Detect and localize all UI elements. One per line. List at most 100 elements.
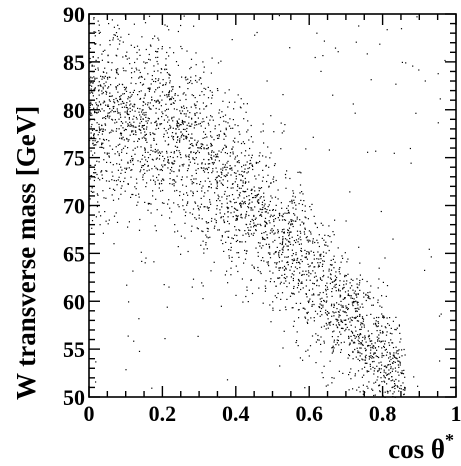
scatter-point xyxy=(296,262,298,264)
scatter-point xyxy=(89,62,91,64)
scatter-point xyxy=(167,94,169,96)
scatter-point xyxy=(287,264,289,266)
scatter-point xyxy=(369,356,371,358)
scatter-point xyxy=(347,318,350,320)
scatter-point xyxy=(279,215,281,217)
scatter-point xyxy=(108,76,110,78)
scatter-point xyxy=(383,315,385,317)
scatter-point xyxy=(275,266,277,268)
scatter-point xyxy=(245,215,247,217)
scatter-point xyxy=(291,219,293,221)
scatter-point xyxy=(124,177,126,179)
scatter-point xyxy=(144,147,146,149)
scatter-point xyxy=(224,190,226,193)
scatter-point xyxy=(255,225,257,227)
scatter-point xyxy=(173,151,175,153)
scatter-point xyxy=(161,91,164,93)
scatter-point xyxy=(345,319,347,321)
scatter-point xyxy=(124,111,126,113)
scatter-point xyxy=(179,152,181,154)
scatter-point xyxy=(117,73,119,75)
scatter-point xyxy=(352,350,354,353)
scatter-point xyxy=(195,104,197,106)
scatter-point xyxy=(129,97,131,99)
scatter-point xyxy=(144,137,146,139)
scatter-point xyxy=(348,294,350,296)
scatter-point xyxy=(103,71,105,73)
scatter-point xyxy=(162,166,164,168)
scatter-point xyxy=(207,152,210,154)
scatter-point xyxy=(346,280,348,282)
scatter-point xyxy=(115,180,117,182)
scatter-point xyxy=(350,297,352,299)
scatter-point xyxy=(282,239,284,241)
scatter-point xyxy=(146,170,148,172)
scatter-point xyxy=(209,180,211,183)
scatter-point xyxy=(245,213,247,215)
scatter-point xyxy=(345,275,347,277)
scatter-point xyxy=(114,110,116,113)
scatter-point xyxy=(220,151,222,153)
scatter-point xyxy=(93,135,95,137)
scatter-point xyxy=(319,303,321,305)
scatter-point xyxy=(141,84,144,86)
scatter-point xyxy=(165,130,167,132)
scatter-point xyxy=(308,266,310,268)
scatter-point xyxy=(320,300,322,303)
scatter-point xyxy=(217,194,219,196)
scatter-point xyxy=(211,94,214,96)
scatter-point xyxy=(250,233,253,235)
scatter-point xyxy=(332,331,334,333)
scatter-point xyxy=(95,144,97,146)
scatter-point xyxy=(135,83,137,85)
scatter-point xyxy=(267,252,270,254)
scatter-point xyxy=(404,386,406,388)
scatter-point xyxy=(153,70,155,72)
scatter-point xyxy=(100,103,102,105)
scatter-point xyxy=(277,277,279,279)
scatter-point xyxy=(103,83,105,85)
scatter-point xyxy=(235,175,237,177)
scatter-point xyxy=(380,368,382,370)
scatter-point xyxy=(250,157,253,159)
scatter-point xyxy=(392,393,394,395)
scatter-point xyxy=(176,123,178,125)
scatter-point xyxy=(368,297,370,299)
scatter-point xyxy=(244,202,246,205)
scatter-point xyxy=(197,205,199,207)
scatter-point xyxy=(339,314,341,317)
y-tick-label: 65 xyxy=(63,241,85,266)
scatter-point xyxy=(371,340,373,342)
scatter-point xyxy=(293,202,296,204)
scatter-point xyxy=(223,132,225,134)
scatter-point xyxy=(196,227,198,229)
scatter-point xyxy=(305,148,307,150)
scatter-point xyxy=(359,328,361,331)
scatter-point xyxy=(301,203,304,206)
scatter-point xyxy=(146,141,148,143)
scatter-point xyxy=(330,241,332,243)
scatter-point xyxy=(203,148,205,150)
scatter-point xyxy=(118,43,121,45)
scatter-point xyxy=(144,156,146,158)
scatter-point xyxy=(264,225,266,227)
scatter-point xyxy=(217,62,220,64)
scatter-point xyxy=(331,377,333,379)
scatter-point xyxy=(271,231,273,233)
scatter-point xyxy=(369,298,371,300)
scatter-point xyxy=(222,100,224,102)
scatter-point xyxy=(232,187,234,189)
scatter-point xyxy=(278,251,280,253)
scatter-point xyxy=(340,342,342,344)
scatter-point xyxy=(357,307,359,309)
scatter-point xyxy=(183,15,185,17)
scatter-point xyxy=(216,181,219,183)
scatter-point xyxy=(122,127,124,129)
scatter-point xyxy=(291,200,293,203)
scatter-point xyxy=(201,190,203,192)
scatter-point xyxy=(272,215,274,217)
scatter-point xyxy=(344,311,346,313)
scatter-point xyxy=(305,256,307,258)
scatter-point xyxy=(176,120,178,122)
scatter-point xyxy=(299,224,301,226)
